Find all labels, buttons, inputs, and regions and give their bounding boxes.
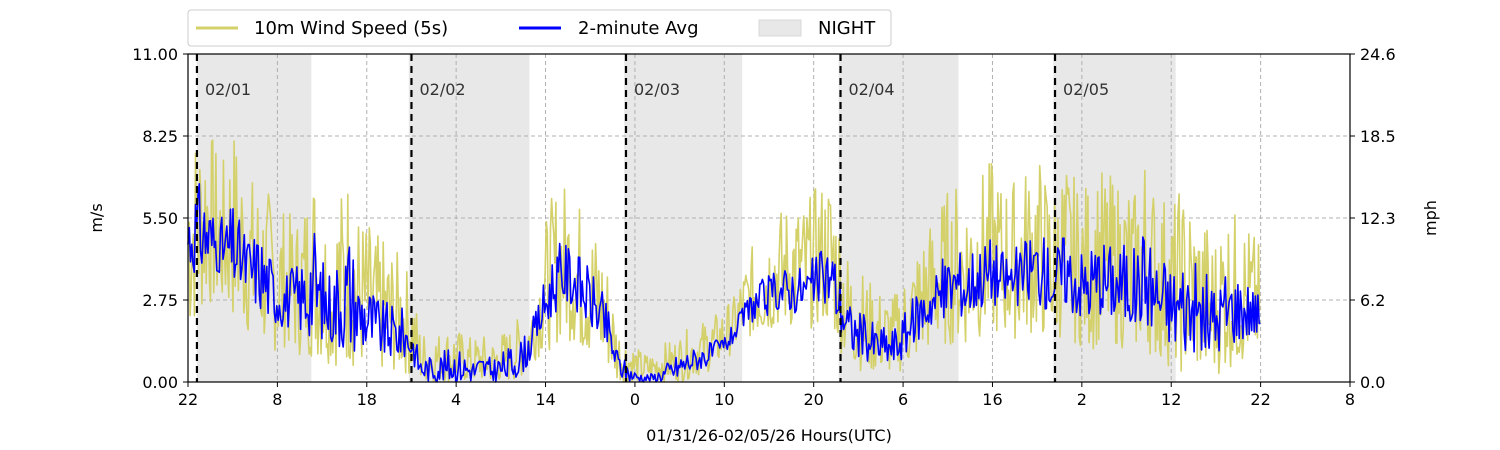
x-tick-label-4: 14 — [535, 390, 555, 409]
y-left-tick-label-3: 8.25 — [142, 127, 178, 146]
day-marker-label-1: 02/02 — [419, 80, 465, 99]
x-tick-label-6: 10 — [714, 390, 734, 409]
x-tick-label-7: 20 — [804, 390, 824, 409]
legend-label-2min-avg: 2-minute Avg — [578, 18, 699, 39]
legend-swatch-night — [758, 19, 802, 37]
x-tick-label-12: 22 — [1250, 390, 1270, 409]
y-right-tick-label-4: 24.6 — [1360, 45, 1396, 64]
x-tick-label-2: 18 — [357, 390, 377, 409]
right-y-axis-label: mph — [1421, 200, 1440, 236]
x-tick-label-9: 16 — [982, 390, 1002, 409]
x-tick-label-0: 22 — [178, 390, 198, 409]
day-marker-label-2: 02/03 — [634, 80, 680, 99]
y-left-tick-label-2: 5.50 — [142, 209, 178, 228]
y-right-tick-label-0: 0.0 — [1360, 373, 1385, 392]
x-tick-label-1: 8 — [272, 390, 282, 409]
x-tick-label-11: 12 — [1161, 390, 1181, 409]
x-tick-label-13: 8 — [1345, 390, 1355, 409]
day-marker-label-3: 02/04 — [849, 80, 895, 99]
y-right-tick-label-1: 6.2 — [1360, 291, 1385, 310]
x-axis-ticks: 22 8 18 4 14 0 10 20 6 16 2 12 22 8 — [178, 382, 1355, 409]
right-y-axis-ticks: 0.0 6.2 12.3 18.5 24.6 — [1350, 45, 1396, 392]
y-left-tick-label-0: 0.00 — [142, 373, 178, 392]
x-tick-label-10: 2 — [1077, 390, 1087, 409]
y-left-tick-label-4: 11.00 — [132, 45, 178, 64]
day-marker-label-0: 02/01 — [205, 80, 251, 99]
x-tick-label-3: 4 — [451, 390, 461, 409]
x-tick-label-5: 0 — [630, 390, 640, 409]
left-y-axis-ticks: 0.00 2.75 5.50 8.25 11.00 — [132, 45, 188, 392]
y-left-tick-label-1: 2.75 — [142, 291, 178, 310]
legend: 10m Wind Speed (5s) 2-minute Avg NIGHT — [187, 9, 892, 47]
day-marker-label-4: 02/05 — [1063, 80, 1109, 99]
legend-label-night: NIGHT — [818, 18, 876, 39]
series-line-2min-avg — [187, 183, 1261, 383]
legend-label-wind-speed: 10m Wind Speed (5s) — [254, 18, 448, 39]
two-minute-avg-series — [187, 183, 1261, 383]
left-y-axis-label: m/s — [87, 203, 106, 232]
y-right-tick-label-3: 18.5 — [1360, 127, 1396, 146]
x-tick-label-8: 6 — [898, 390, 908, 409]
day-markers: 02/01 02/02 02/03 02/04 02/05 — [195, 54, 1109, 382]
y-right-tick-label-2: 12.3 — [1360, 209, 1396, 228]
x-axis-label: 01/31/26-02/05/26 Hours(UTC) — [646, 426, 892, 445]
